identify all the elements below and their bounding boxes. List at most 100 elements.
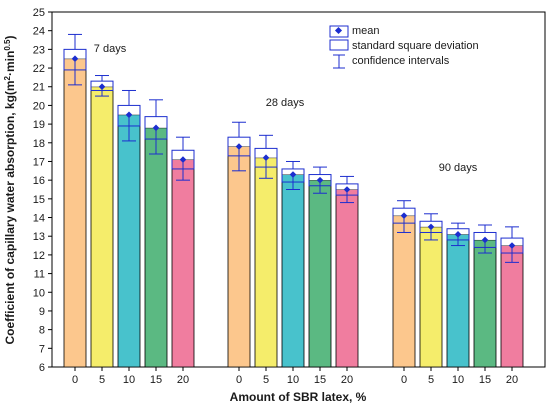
- std-box: [171, 149, 195, 170]
- x-tick-label: 20: [506, 374, 518, 386]
- mean-marker: [343, 186, 351, 193]
- mean-marker: [289, 171, 297, 178]
- std-box-upper: [393, 208, 415, 216]
- legend-mean-icon: [334, 26, 343, 35]
- bar: [392, 215, 416, 368]
- x-tick-label: 5: [99, 374, 105, 386]
- y-axis-label-end: ): [3, 36, 17, 40]
- mean-marker: [98, 83, 106, 91]
- mean-marker: [152, 124, 160, 132]
- x-tick-label: 20: [177, 374, 189, 386]
- x-tick-label: 0: [401, 374, 407, 386]
- std-box: [117, 104, 141, 127]
- x-tick-label: 15: [150, 374, 162, 386]
- std-box: [63, 48, 87, 71]
- y-tick-label: 21: [33, 82, 45, 94]
- y-tick-label: 15: [33, 194, 45, 206]
- group-label-28-days: 28 days: [266, 97, 305, 109]
- x-tick-label: 0: [236, 374, 242, 386]
- y-axis-label-sup1: 2: [3, 75, 12, 80]
- mean-marker: [262, 154, 270, 162]
- std-box-upper: [228, 137, 250, 147]
- y-axis-label-mid: ·min: [3, 51, 17, 76]
- mean-marker: [179, 156, 187, 163]
- std-box-upper: [118, 105, 140, 115]
- mean-marker: [400, 212, 408, 219]
- std-box: [500, 237, 524, 254]
- std-box: [446, 228, 470, 241]
- y-tick-label: 16: [33, 175, 45, 187]
- y-axis-label-main: Coefficient of capillary water absorptio…: [3, 80, 17, 344]
- std-box-upper: [64, 49, 86, 59]
- std-box-upper: [145, 116, 167, 128]
- y-tick-label: 13: [33, 231, 45, 243]
- mean-marker: [454, 231, 462, 238]
- mean-marker: [125, 111, 133, 119]
- x-axis-label: Amount of SBR latex, %: [230, 390, 367, 404]
- y-tick-label: 17: [33, 156, 45, 168]
- std-box: [90, 80, 114, 91]
- bar: [227, 146, 251, 368]
- mean-marker: [316, 176, 324, 184]
- std-box: [281, 168, 305, 183]
- x-tick-label: 15: [479, 374, 491, 386]
- x-tick-label: 15: [314, 374, 326, 386]
- x-tick-label: 5: [428, 374, 434, 386]
- std-box: [254, 147, 278, 168]
- y-tick-label: 7: [39, 343, 45, 355]
- bar: [117, 114, 141, 368]
- bar: [144, 127, 168, 368]
- x-tick-label: 5: [263, 374, 269, 386]
- std-box: [144, 116, 168, 140]
- x-tick-label: 10: [452, 374, 464, 386]
- x-tick-label: 0: [72, 374, 78, 386]
- y-tick-label: 23: [33, 44, 45, 56]
- bar: [254, 157, 278, 368]
- std-box: [392, 207, 416, 224]
- y-tick-label: 11: [34, 269, 45, 281]
- bar: [335, 189, 359, 368]
- std-box: [227, 136, 251, 157]
- std-box-upper: [501, 238, 523, 246]
- mean-marker: [427, 223, 435, 231]
- bar: [446, 233, 470, 368]
- x-tick-label: 10: [123, 374, 135, 386]
- legend-std-icon: [329, 39, 349, 51]
- y-tick-label: 25: [33, 7, 45, 19]
- mean-marker: [71, 55, 79, 63]
- y-tick-label: 12: [33, 250, 45, 262]
- legend-std-label: standard square deviation: [352, 40, 479, 52]
- y-tick-label: 22: [33, 63, 45, 75]
- legend: mean standard square deviation confidenc…: [329, 25, 479, 69]
- bar: [419, 226, 443, 368]
- std-box-upper: [255, 148, 277, 158]
- legend-mean-label: mean: [352, 25, 380, 37]
- y-tick-label: 10: [33, 287, 45, 299]
- bar: [171, 159, 195, 368]
- y-tick-label: 8: [39, 325, 45, 337]
- y-axis-label-sup2: 0.5: [3, 39, 12, 51]
- legend-ci-label: confidence intervals: [352, 55, 450, 67]
- std-box: [419, 220, 443, 233]
- y-tick-label: 24: [33, 26, 45, 38]
- y-tick-label: 6: [39, 362, 45, 374]
- std-box: [308, 174, 332, 187]
- bar: [473, 239, 497, 368]
- mean-marker: [481, 236, 489, 244]
- x-tick-label: 10: [287, 374, 299, 386]
- group-label-90-days: 90 days: [439, 162, 478, 174]
- y-tick-label: 18: [33, 138, 45, 150]
- y-axis-label: Coefficient of capillary water absorptio…: [3, 36, 17, 345]
- bar: [500, 245, 524, 368]
- std-box-upper: [474, 232, 496, 240]
- y-tick-label: 9: [39, 306, 45, 318]
- bar: [90, 86, 114, 368]
- bar: [308, 179, 332, 368]
- x-tick-label: 20: [341, 374, 353, 386]
- std-box: [335, 183, 359, 196]
- x-axis-ticks: 0 5 10 15 20 0 5 10 15 20 0 5 10 15 20: [72, 367, 518, 386]
- y-tick-label: 14: [33, 213, 45, 225]
- y-tick-label: 20: [33, 100, 45, 112]
- mean-marker: [508, 242, 516, 249]
